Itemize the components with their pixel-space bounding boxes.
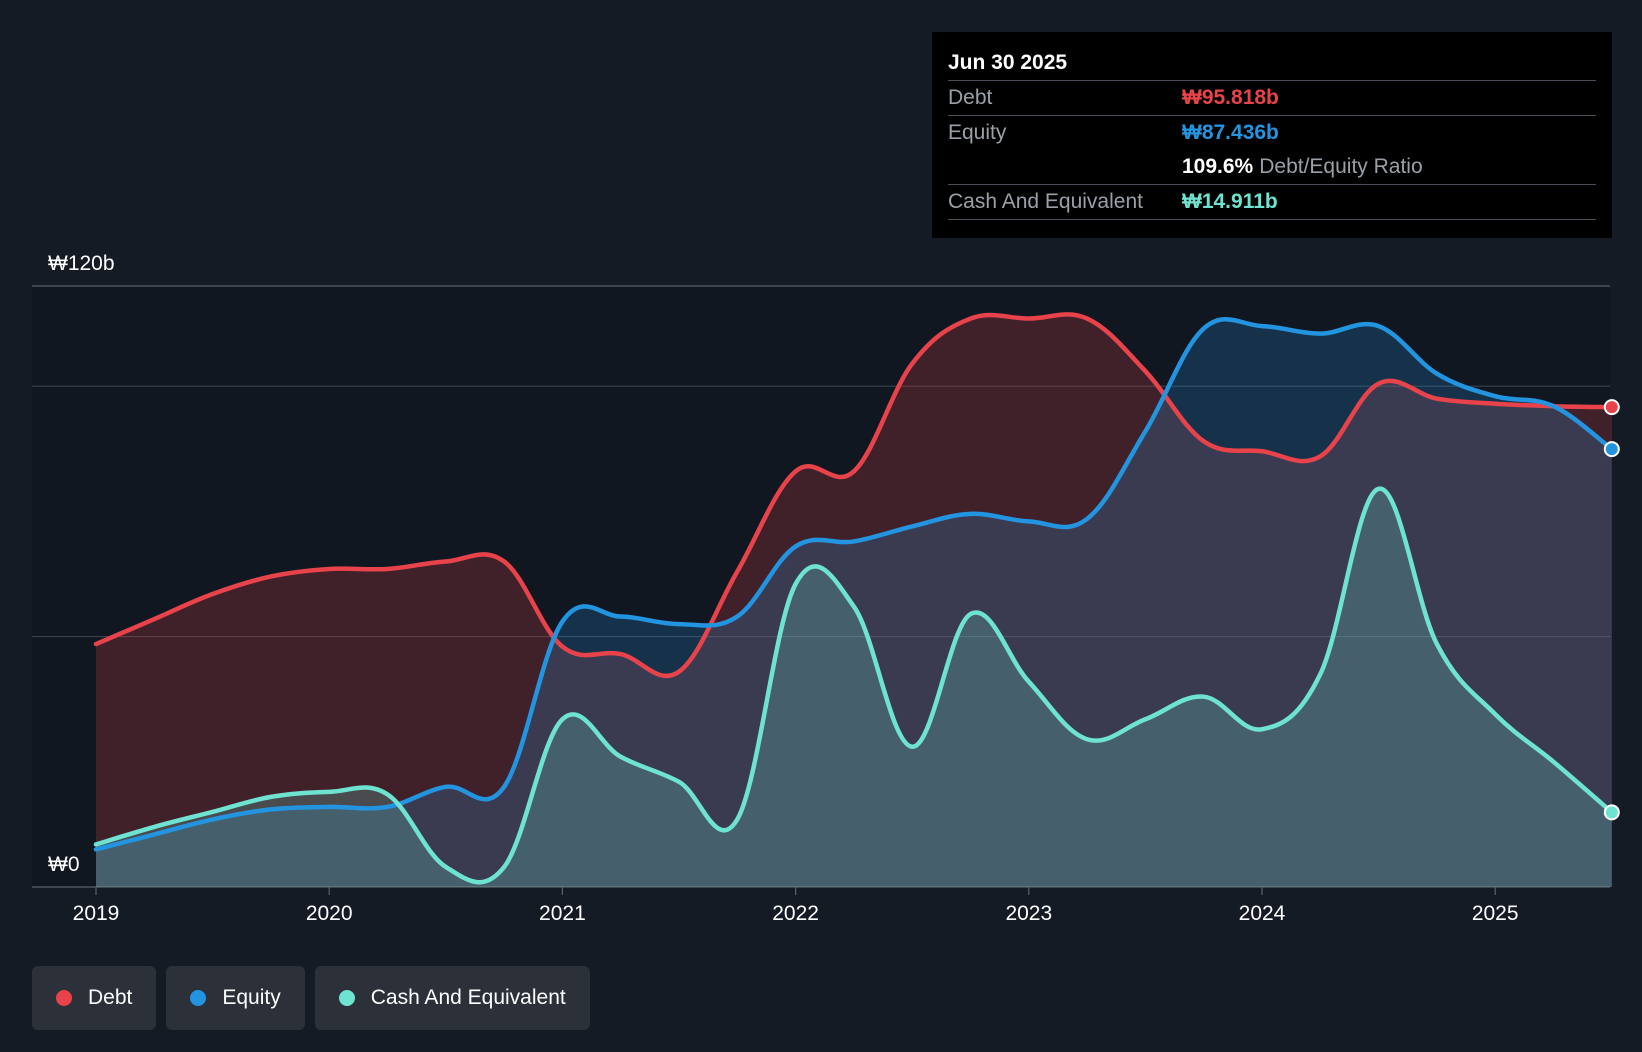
equity-line [93, 317, 1615, 852]
debt-end-marker [1603, 399, 1620, 416]
y-tick-label-zero: ₩0 [48, 853, 80, 876]
cash-area [96, 488, 1612, 887]
tooltip-ratio-row: 109.6% Debt/Equity Ratio [948, 150, 1596, 185]
equity-dot-icon [190, 990, 207, 1006]
tooltip-debt-value: ₩95.818b [1182, 86, 1279, 109]
legend-label-cash: Cash And Equivalent [370, 986, 566, 1009]
tooltip-debt-label: Debt [948, 86, 993, 109]
tooltip-ratio-label: Debt/Equity Ratio [1259, 155, 1423, 178]
x-tick-label: 2020 [306, 902, 353, 925]
tooltip-equity-label: Equity [948, 121, 1007, 144]
cash-end-marker [1603, 804, 1620, 821]
tooltip-cash-value: ₩14.911b [1182, 190, 1278, 213]
equity-end-marker [1603, 441, 1620, 458]
series-end-markers [1603, 399, 1620, 821]
tooltip-ratio-spacer [948, 150, 1182, 184]
cash-line [93, 486, 1615, 885]
legend: Debt Equity Cash And Equivalent [32, 966, 590, 1030]
cash-dot-icon [338, 990, 355, 1006]
x-tick-label: 2025 [1472, 902, 1519, 925]
debt-dot-icon [56, 990, 72, 1006]
tooltip-date: Jun 30 2025 [948, 46, 1596, 81]
x-tick-label: 2022 [772, 902, 819, 925]
x-tick-label: 2021 [539, 902, 586, 925]
legend-item-debt[interactable]: Debt [32, 966, 157, 1030]
legend-label-debt: Debt [88, 986, 133, 1009]
tooltip-ratio-value: 109.6% [1182, 155, 1254, 178]
tooltip-cash-row: Cash And Equivalent ₩14.911b [948, 185, 1596, 220]
tooltip-debt-row: Debt ₩95.818b [948, 81, 1596, 116]
debt-line [93, 312, 1615, 679]
tooltip-cash-label: Cash And Equivalent [948, 190, 1143, 213]
tooltip-equity-value: ₩87.436b [1182, 121, 1279, 144]
x-tick-label: 2024 [1239, 902, 1286, 925]
tooltip: Jun 30 2025 Debt ₩95.818b Equity ₩87.436… [932, 32, 1612, 238]
axes: ₩120b ₩0 2019 2020 2021 2022 2023 2024 2025 [48, 252, 1519, 925]
legend-item-cash[interactable]: Cash And Equivalent [314, 966, 590, 1030]
legend-item-equity[interactable]: Equity [166, 966, 305, 1030]
x-tick-label: 2019 [73, 902, 120, 925]
x-tick-label: 2023 [1005, 902, 1052, 925]
tooltip-equity-row: Equity ₩87.436b [948, 116, 1596, 150]
series-lines [93, 312, 1615, 885]
debt-area [96, 314, 1612, 887]
y-tick-label-max: ₩120b [48, 252, 115, 275]
legend-label-equity: Equity [222, 986, 281, 1009]
